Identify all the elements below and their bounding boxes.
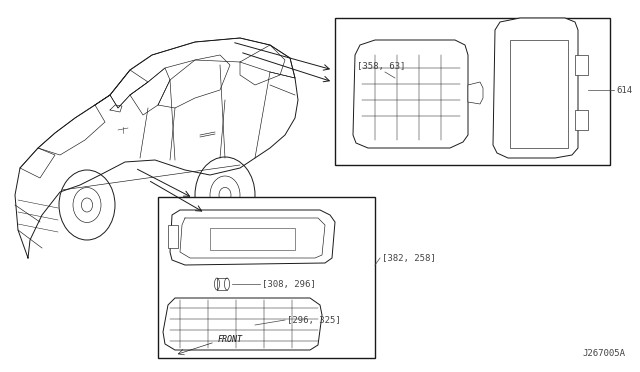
Bar <box>210 228 295 250</box>
Text: [308, 296]: [308, 296] <box>262 279 316 289</box>
Bar <box>575 110 588 130</box>
Bar <box>168 225 178 248</box>
Polygon shape <box>468 82 483 104</box>
Polygon shape <box>493 18 578 158</box>
Bar <box>335 18 610 165</box>
Bar <box>575 55 588 75</box>
Text: J267005A: J267005A <box>582 349 625 358</box>
Polygon shape <box>163 298 322 350</box>
Text: 614: 614 <box>616 86 632 94</box>
Text: [296, 325]: [296, 325] <box>287 315 340 324</box>
Text: [382, 258]: [382, 258] <box>382 253 436 263</box>
Bar <box>510 40 568 148</box>
Text: FRONT: FRONT <box>218 336 243 344</box>
Bar <box>158 197 375 358</box>
Text: [358, 63]: [358, 63] <box>357 62 405 71</box>
Polygon shape <box>170 210 335 265</box>
Polygon shape <box>353 40 468 148</box>
